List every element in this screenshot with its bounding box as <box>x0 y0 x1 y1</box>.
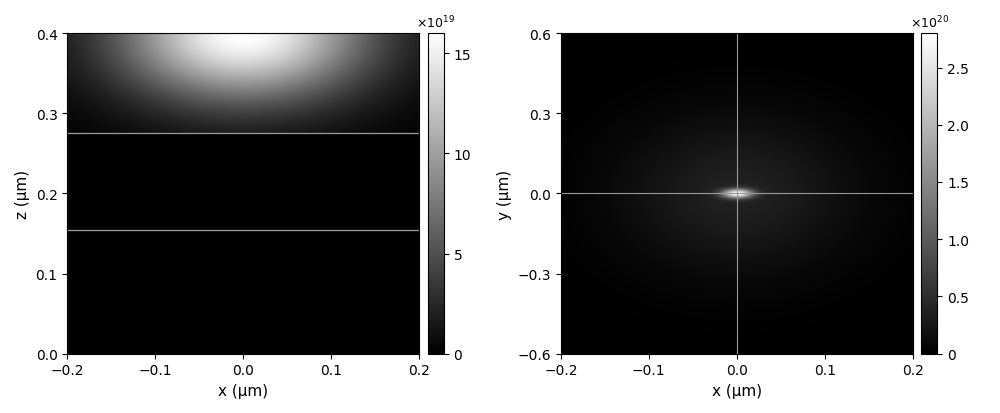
Bar <box>67 134 419 230</box>
X-axis label: x (μm): x (μm) <box>218 383 268 398</box>
Title: $\times10^{20}$: $\times10^{20}$ <box>910 15 949 31</box>
X-axis label: x (μm): x (μm) <box>712 383 762 398</box>
Bar <box>67 34 419 134</box>
Y-axis label: y (μm): y (μm) <box>497 169 512 219</box>
Y-axis label: z (μm): z (μm) <box>15 169 30 218</box>
Bar <box>561 34 737 194</box>
Bar <box>67 230 419 354</box>
Title: $\times10^{19}$: $\times10^{19}$ <box>416 15 455 31</box>
Bar <box>737 194 913 354</box>
